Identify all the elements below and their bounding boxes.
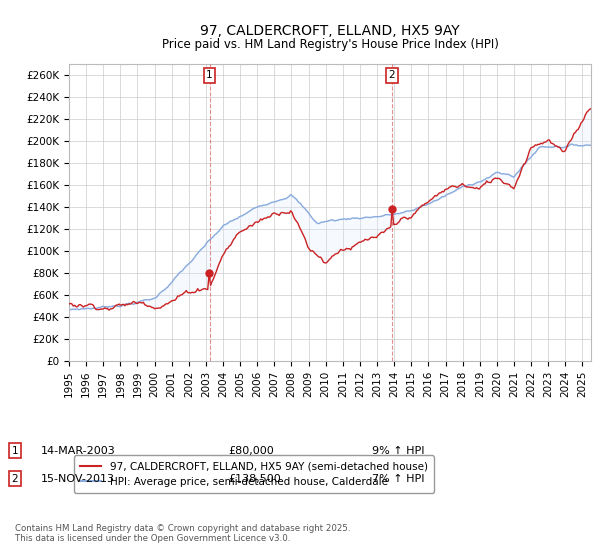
Text: Price paid vs. HM Land Registry's House Price Index (HPI): Price paid vs. HM Land Registry's House …: [161, 38, 499, 52]
Text: 2: 2: [389, 71, 395, 81]
Text: 15-NOV-2013: 15-NOV-2013: [41, 474, 115, 484]
Text: 2: 2: [11, 474, 19, 484]
Text: Contains HM Land Registry data © Crown copyright and database right 2025.
This d: Contains HM Land Registry data © Crown c…: [15, 524, 350, 543]
Text: 1: 1: [11, 446, 19, 456]
Legend: 97, CALDERCROFT, ELLAND, HX5 9AY (semi-detached house), HPI: Average price, semi: 97, CALDERCROFT, ELLAND, HX5 9AY (semi-d…: [74, 455, 434, 493]
Text: 9% ↑ HPI: 9% ↑ HPI: [372, 446, 425, 456]
Text: 7% ↑ HPI: 7% ↑ HPI: [372, 474, 425, 484]
Text: 14-MAR-2003: 14-MAR-2003: [41, 446, 116, 456]
Text: 1: 1: [206, 71, 213, 81]
Text: £80,000: £80,000: [228, 446, 274, 456]
Text: 97, CALDERCROFT, ELLAND, HX5 9AY: 97, CALDERCROFT, ELLAND, HX5 9AY: [200, 24, 460, 38]
Text: £138,500: £138,500: [228, 474, 281, 484]
